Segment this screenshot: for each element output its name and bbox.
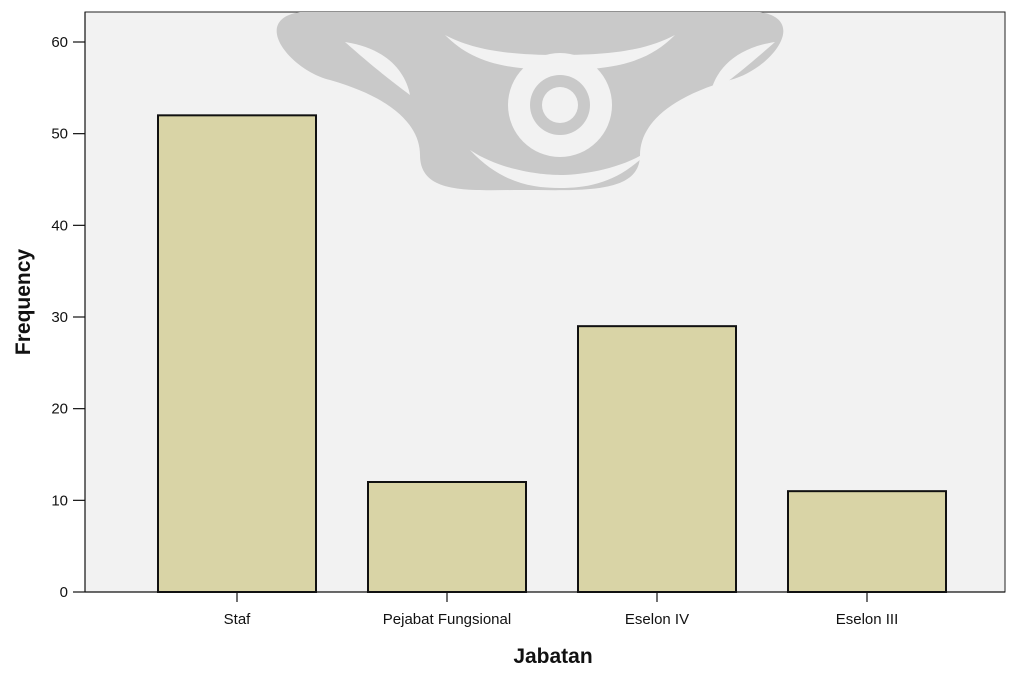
y-tick-label: 40 (51, 217, 68, 234)
x-tick-label: Staf (224, 611, 252, 628)
bars (157, 114, 947, 593)
y-tick-label: 20 (51, 401, 68, 418)
watermark-logo (276, 12, 784, 191)
bar-eselon-iii (787, 490, 947, 593)
x-tick-label: Pejabat Fungsional (383, 611, 511, 628)
bar-eselon-iv (577, 325, 737, 593)
y-axis: 0 10 20 30 40 50 60 (51, 12, 86, 601)
bar-staf (157, 114, 317, 593)
x-axis: Staf Pejabat Fungsional Eselon IV Eselon II… (85, 591, 1005, 628)
y-tick-label: 0 (60, 584, 68, 601)
y-tick-label: 60 (51, 34, 68, 51)
y-axis-title: Frequency (12, 249, 35, 356)
y-tick-label: 10 (51, 492, 68, 509)
x-tick-label: Eselon III (836, 611, 899, 628)
bar-pejabat-fungsional (367, 481, 527, 593)
x-axis-title: Jabatan (513, 645, 592, 668)
x-tick-label: Eselon IV (625, 611, 689, 628)
y-tick-label: 30 (51, 309, 68, 326)
y-tick-label: 50 (51, 126, 68, 143)
